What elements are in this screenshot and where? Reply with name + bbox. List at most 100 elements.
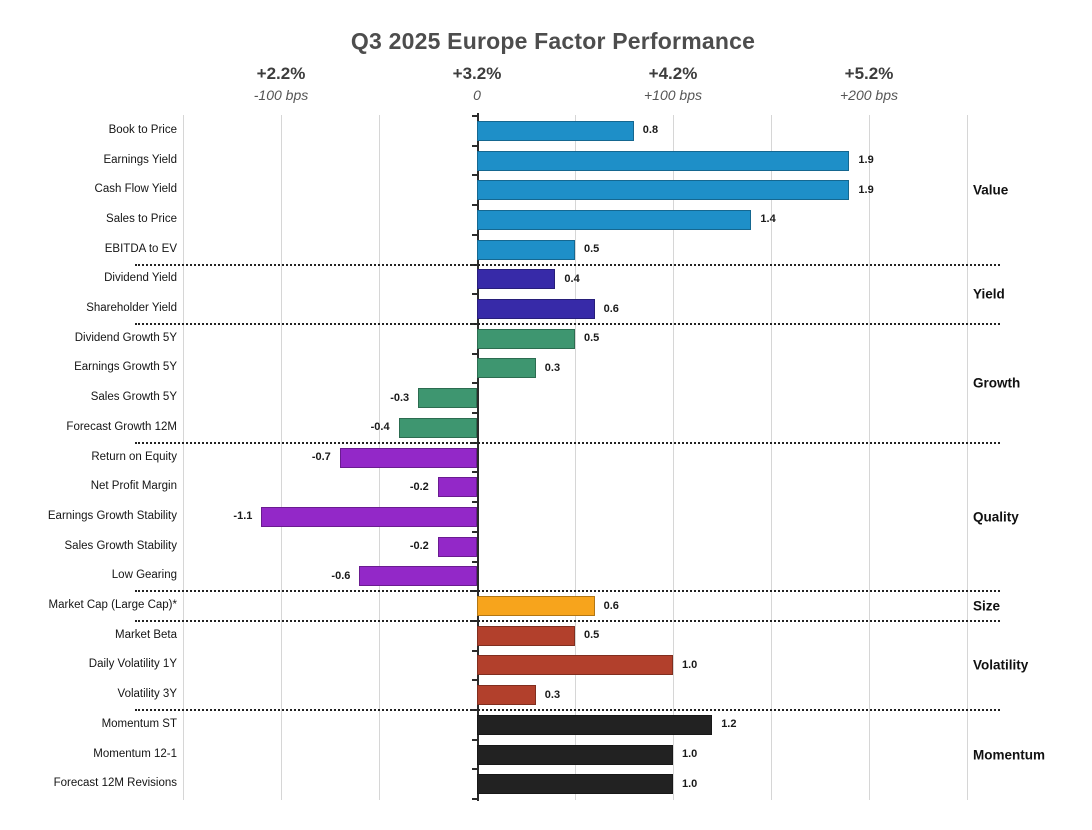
- factor-label: Forecast Growth 12M: [66, 420, 177, 433]
- bar: [261, 506, 477, 527]
- factor-label: Dividend Yield: [104, 272, 177, 285]
- bar: [437, 477, 477, 498]
- zero-axis-tick: [472, 679, 477, 682]
- value-label: 0.8: [642, 124, 659, 137]
- bar: [477, 655, 673, 676]
- bar: [477, 120, 634, 141]
- zero-axis-tick: [472, 293, 477, 296]
- x-axis-tick-bps: +200 bps: [840, 87, 898, 103]
- zero-axis-tick: [472, 144, 477, 147]
- value-label: -0.2: [409, 540, 429, 553]
- value-label: 0.6: [603, 302, 619, 315]
- value-label: 0.6: [603, 599, 619, 612]
- bar: [437, 536, 477, 557]
- zero-axis-tick: [472, 530, 477, 533]
- gridline: [771, 115, 772, 800]
- value-label: 0.5: [584, 243, 600, 256]
- bar: [477, 596, 595, 617]
- group-separator: [135, 590, 1000, 593]
- gridline: [183, 115, 184, 800]
- chart-title: Q3 2025 Europe Factor Performance: [350, 28, 756, 54]
- zero-axis-tick: [472, 501, 477, 504]
- gridline: [967, 115, 968, 800]
- bar: [477, 685, 536, 706]
- value-label: -1.1: [233, 510, 253, 523]
- value-label: 1.2: [721, 718, 737, 731]
- x-axis-tick-percent: +4.2%: [648, 64, 698, 83]
- factor-label: Return on Equity: [91, 450, 177, 463]
- x-axis-tick: +2.2% -100 bps: [254, 64, 308, 103]
- factor-label: Sales Growth 5Y: [90, 391, 177, 404]
- zero-axis-tick: [472, 738, 477, 741]
- factor-label: Book to Price: [108, 123, 177, 136]
- zero-axis-tick: [472, 233, 477, 236]
- group-label: Volatility: [973, 657, 1029, 673]
- factor-label: Sales to Price: [106, 212, 177, 225]
- value-label: 1.4: [760, 213, 776, 226]
- x-axis-tick-percent: +5.2%: [844, 64, 894, 83]
- zero-axis-tick: [472, 412, 477, 414]
- x-axis-tick-bps: +100 bps: [644, 87, 702, 103]
- zero-axis-tick: [472, 115, 477, 117]
- value-label: 0.3: [544, 688, 561, 701]
- bar: [477, 150, 850, 171]
- zero-axis-tick: [472, 471, 477, 474]
- bar: [418, 388, 477, 409]
- factor-label: Forecast 12M Revisions: [53, 777, 177, 790]
- group-separator: [135, 322, 1000, 325]
- zero-axis-tick: [472, 649, 477, 652]
- factor-label: Cash Flow Yield: [94, 183, 177, 196]
- bar: [477, 180, 850, 201]
- group-separator: [135, 709, 1000, 711]
- bar: [477, 774, 673, 795]
- group-label: Momentum: [973, 747, 1045, 763]
- bar: [477, 299, 595, 320]
- gridline: [869, 115, 870, 800]
- factor-label: Shareholder Yield: [86, 302, 177, 315]
- bar: [359, 566, 477, 587]
- x-axis-tick: +4.2% +100 bps: [644, 64, 702, 103]
- value-label: -0.7: [311, 451, 331, 464]
- value-label: -0.2: [409, 480, 429, 493]
- value-label: 0.5: [584, 332, 600, 345]
- group-label: Size: [973, 598, 1001, 614]
- value-label: 0.5: [584, 629, 600, 642]
- bar: [477, 209, 752, 230]
- bar: [477, 625, 575, 646]
- value-label: 0.3: [544, 361, 561, 374]
- value-label: -0.4: [370, 421, 390, 434]
- x-axis-tick: +3.2% 0: [453, 64, 502, 103]
- group-separator: [135, 441, 1000, 444]
- factor-label: Low Gearing: [111, 569, 177, 582]
- factor-label: Net Profit Margin: [90, 480, 177, 493]
- x-axis-tick-percent: +2.2%: [256, 64, 306, 83]
- factor-label: Momentum ST: [101, 717, 177, 730]
- factor-label: Market Cap (Large Cap)*: [48, 599, 177, 612]
- group-label: Yield: [973, 286, 1005, 302]
- bar: [477, 714, 713, 735]
- factor-label: Momentum 12-1: [93, 747, 177, 760]
- zero-axis-tick: [472, 560, 477, 563]
- bar: [398, 417, 477, 438]
- zero-axis-tick: [472, 352, 477, 355]
- factor-label: Volatility 3Y: [117, 688, 177, 701]
- value-label: 0.4: [564, 272, 580, 285]
- value-label: 1.9: [858, 154, 874, 167]
- bar: [477, 328, 575, 349]
- value-label: -0.6: [331, 569, 351, 582]
- bar: [477, 239, 575, 260]
- group-separator: [135, 263, 1000, 266]
- factor-label: Dividend Growth 5Y: [74, 331, 177, 344]
- value-label: 1.0: [682, 748, 698, 761]
- value-label: -0.3: [390, 391, 410, 404]
- zero-axis-tick: [472, 204, 477, 207]
- bar: [477, 269, 556, 290]
- factor-label: Earnings Yield: [103, 153, 177, 166]
- x-axis-tick-bps: 0: [473, 87, 481, 103]
- factor-label: Earnings Growth 5Y: [74, 361, 177, 374]
- x-axis-tick: +5.2% +200 bps: [840, 64, 898, 103]
- x-axis-tick-bps: -100 bps: [253, 87, 309, 103]
- zero-axis: [477, 113, 479, 801]
- group-separator: [135, 619, 1000, 622]
